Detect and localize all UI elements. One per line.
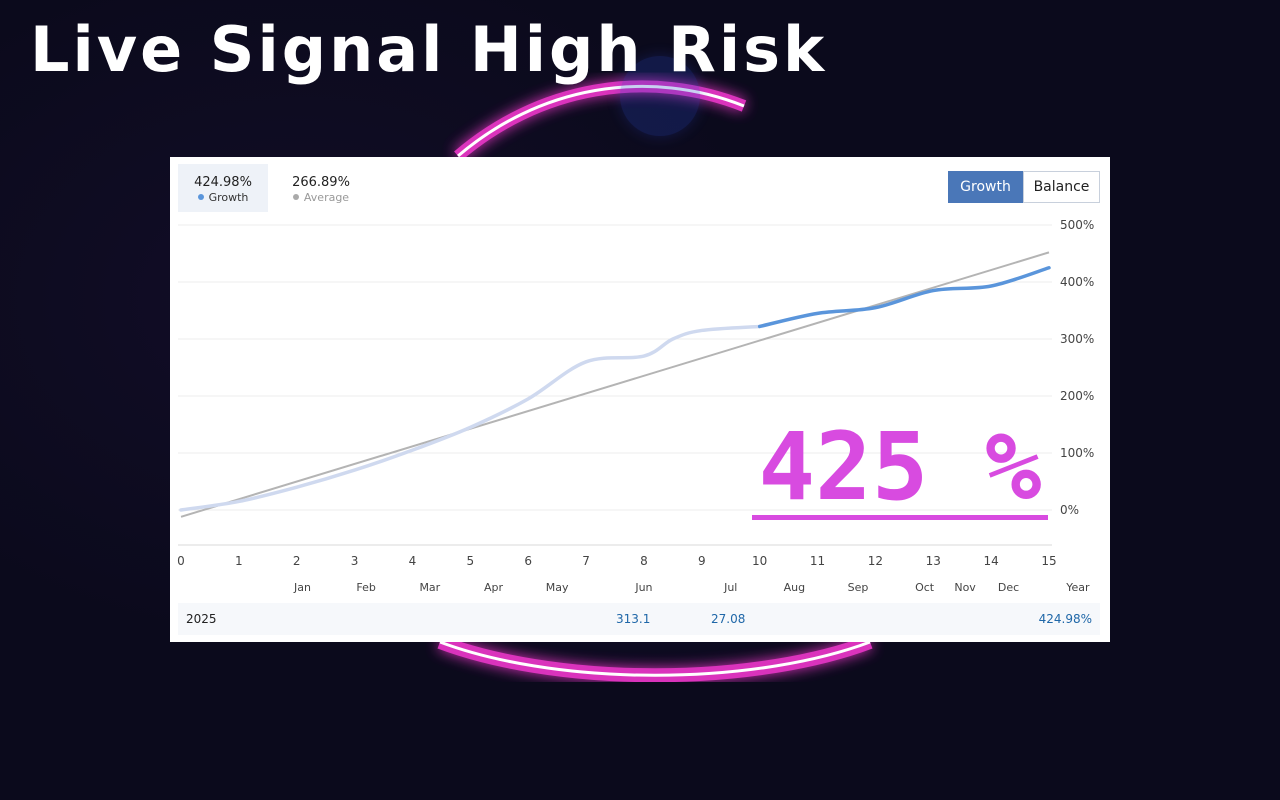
month-label: Year [1065, 581, 1090, 594]
summary-jul-value: 27.08 [711, 612, 746, 626]
summary-jun-value: 313.1 [616, 612, 651, 626]
month-label: Mar [419, 581, 440, 594]
y-tick-label: 0% [1060, 503, 1079, 517]
month-label: Jun [634, 581, 652, 594]
average-series-line [180, 251, 1050, 518]
y-tick-label: 100% [1060, 446, 1094, 460]
x-tick-label: 7 [582, 554, 590, 568]
x-tick-label: 6 [524, 554, 532, 568]
chart-card: 424.98% Growth 266.89% Average Growth Ba… [170, 157, 1110, 642]
x-tick-label: 8 [640, 554, 648, 568]
month-label: May [546, 581, 569, 594]
x-tick-label: 5 [467, 554, 475, 568]
y-tick-label: 400% [1060, 275, 1094, 289]
month-label: Aug [784, 581, 805, 594]
big-growth-value: 425 % [758, 413, 1042, 522]
summary-year-total: 424.98% [1038, 612, 1092, 626]
y-tick-label: 500% [1060, 218, 1094, 232]
month-label: Oct [915, 581, 935, 594]
month-label: Sep [848, 581, 869, 594]
average-dot-icon [292, 194, 299, 200]
stat-average-value: 266.89% [292, 175, 350, 190]
x-tick-label: 14 [983, 554, 998, 568]
x-tick-label: 10 [752, 554, 767, 568]
x-tick-label: 12 [868, 554, 883, 568]
month-label: Jul [723, 581, 737, 594]
month-label: Jan [293, 581, 311, 594]
month-label: Nov [954, 581, 976, 594]
stat-growth-label: Growth [178, 191, 268, 204]
growth-dot-icon [197, 194, 204, 200]
balance-toggle-button[interactable]: Balance [1023, 171, 1100, 203]
summary-year: 2025 [186, 612, 217, 626]
x-tick-label: 9 [698, 554, 706, 568]
growth-chart: 500%400%300%200%100%0%0 1 2 3 4 5 6 7 8 9 10 11 12 13… [177, 218, 1094, 594]
x-tick-label: 13 [926, 554, 941, 568]
x-tick-label: 4 [409, 554, 417, 568]
stat-growth[interactable]: 424.98% Growth [178, 164, 268, 212]
x-tick-label: 2 [293, 554, 301, 568]
growth-toggle-button[interactable]: Growth [948, 171, 1023, 203]
x-tick-label: 1 [235, 554, 243, 568]
y-tick-label: 300% [1060, 332, 1094, 346]
headline: Live Signal High Risk [30, 13, 828, 86]
x-tick-label: 11 [810, 554, 825, 568]
month-label: Feb [356, 581, 375, 594]
stat-growth-value: 424.98% [194, 175, 252, 190]
x-tick-label: 3 [351, 554, 359, 568]
month-label: Dec [998, 581, 1019, 594]
month-label: Apr [484, 581, 504, 594]
growth-series-line-faded [179, 324, 762, 512]
stat-average[interactable]: 266.89% Average [276, 164, 366, 212]
x-tick-label: 15 [1041, 554, 1056, 568]
y-tick-label: 200% [1060, 389, 1094, 403]
x-tick-label: 0 [177, 554, 185, 568]
big-value-underline [752, 515, 1048, 520]
summary-row: 2025 313.1 27.08 424.98% [178, 603, 1100, 635]
growth-series-line [757, 266, 1051, 329]
stat-average-label: Average [276, 191, 366, 204]
